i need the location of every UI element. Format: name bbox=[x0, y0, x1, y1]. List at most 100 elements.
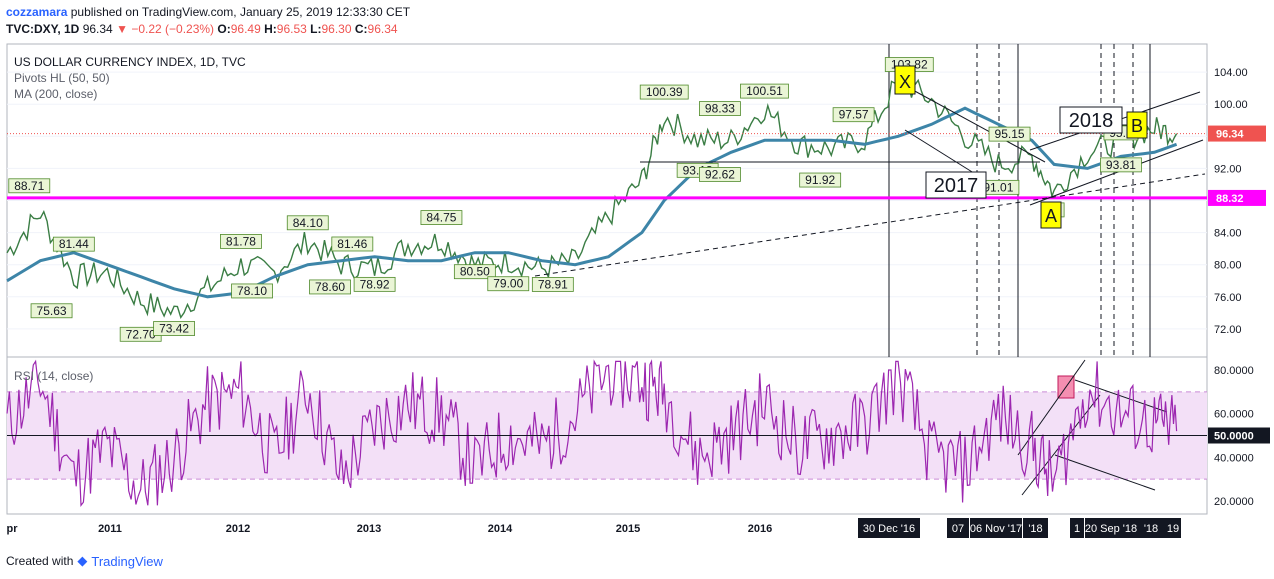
annotation-label: A bbox=[1045, 206, 1057, 226]
time-axis: pr 2011 2012 2013 2014 2015 2016 30 Dec '16 07 06… bbox=[7, 518, 1181, 538]
date-marker-badge bbox=[970, 518, 1022, 538]
last-price: 96.34 bbox=[82, 22, 113, 36]
price-grid bbox=[7, 71, 1207, 330]
price-tick-label: 104.00 bbox=[1214, 67, 1248, 79]
annotation-label: B bbox=[1131, 116, 1143, 136]
pivot-label-box bbox=[799, 172, 842, 188]
pivot-label-box bbox=[309, 279, 351, 295]
pivot-label: 78.10 bbox=[237, 284, 267, 298]
publish-line: cozzamara published on TradingView.com, … bbox=[6, 5, 410, 19]
pivot-label: 93.81 bbox=[1106, 158, 1136, 172]
pivot-label: 81.78 bbox=[226, 234, 256, 248]
pivot-label: 81.44 bbox=[59, 237, 89, 251]
pivot-label-box bbox=[420, 210, 463, 225]
rsi-trendline-down-2 bbox=[1054, 454, 1156, 491]
time-tick-label: pr bbox=[7, 523, 19, 535]
price-series-line bbox=[6, 71, 1178, 319]
date-marker-label: 30 Dec '16 bbox=[863, 523, 915, 535]
footer: Created with ◆ TradingView bbox=[6, 553, 163, 569]
pivot-label-box bbox=[153, 321, 195, 336]
date-marker-label: 1 bbox=[1074, 523, 1080, 535]
down-triangle-icon: ▼ bbox=[116, 22, 128, 36]
author-link[interactable]: cozzamara bbox=[6, 5, 68, 19]
price-tick-label: 76.00 bbox=[1214, 292, 1242, 304]
rsi-tick-label: 80.0000 bbox=[1214, 365, 1254, 377]
pivot-label-box bbox=[353, 276, 396, 292]
pivot-label: 75.63 bbox=[37, 304, 67, 318]
rsi-tick-label: 40.0000 bbox=[1214, 452, 1254, 464]
price-tick-label: 80.00 bbox=[1214, 260, 1242, 272]
drawing-trendlines bbox=[534, 82, 1206, 496]
pivot-label: 78.92 bbox=[360, 277, 390, 291]
pivot-label: 100.51 bbox=[746, 84, 783, 98]
date-marker-label: 20 Sep '18 bbox=[1085, 523, 1137, 535]
rsi-trendline-up-2 bbox=[1021, 394, 1101, 496]
rsi-line bbox=[6, 359, 1178, 507]
date-marker-badge bbox=[1137, 518, 1165, 538]
pivot-label: 72.70 bbox=[126, 327, 156, 341]
date-marker-label: 06 Nov '17 bbox=[970, 523, 1022, 535]
high-value: 96.53 bbox=[276, 22, 307, 36]
date-marker-badge bbox=[947, 518, 969, 538]
pivot-label: 100.39 bbox=[646, 85, 683, 99]
long-dashed-trendline bbox=[534, 173, 1206, 277]
time-tick-label: 2011 bbox=[98, 523, 122, 535]
wave-annotations: X B A 2017 2018 bbox=[894, 65, 1148, 229]
pivot-label: 73.42 bbox=[159, 322, 189, 336]
pivot-label: 88.71 bbox=[14, 179, 44, 193]
pivot-label-box bbox=[639, 84, 689, 100]
price-change: −0.22 (−0.23%) bbox=[131, 22, 215, 36]
pivot-label-box bbox=[699, 167, 741, 182]
date-marker-badge bbox=[1085, 518, 1137, 538]
pivot-label-box bbox=[988, 126, 1031, 142]
high-label: H: bbox=[264, 22, 277, 36]
pivot-label: 84.75 bbox=[426, 211, 456, 225]
last-price-badge bbox=[1208, 125, 1266, 142]
level-badge-text: 88.32 bbox=[1216, 193, 1244, 205]
pivot-label-box bbox=[453, 264, 496, 280]
annotation-label: 2017 bbox=[934, 175, 979, 197]
pivot-label-box bbox=[30, 303, 73, 319]
pivot-label: 84.10 bbox=[293, 216, 323, 230]
price-tick-label: 84.00 bbox=[1214, 228, 1242, 240]
pivot-label: 78.60 bbox=[315, 280, 345, 294]
price-tick-label: 92.00 bbox=[1214, 163, 1242, 175]
pivot-label-box bbox=[699, 101, 741, 116]
tradingview-brand[interactable]: TradingView bbox=[91, 553, 163, 569]
level-badge bbox=[1208, 189, 1266, 206]
pivot-label-box bbox=[220, 234, 262, 249]
pivot-label-box bbox=[531, 277, 574, 292]
published-text: published on TradingView.com, January 25… bbox=[70, 5, 411, 19]
pivot-label: 95.15 bbox=[995, 127, 1025, 141]
annotation-box bbox=[894, 65, 916, 95]
time-tick-label: 2016 bbox=[748, 523, 772, 535]
pivot-label-box bbox=[286, 215, 329, 231]
rsi-tick-label: 60.0000 bbox=[1214, 409, 1254, 421]
date-marker-badge bbox=[1070, 518, 1084, 538]
chart-title: US DOLLAR CURRENCY INDEX, 1D, TVC bbox=[14, 55, 246, 69]
rsi-axis: 80.0000 60.0000 50.0000 40.0000 20.0000 bbox=[1208, 365, 1270, 508]
ma-legend: MA (200, close) bbox=[14, 87, 97, 101]
rsi-legend: RSI (14, close) bbox=[14, 369, 93, 383]
low-value: 96.30 bbox=[321, 22, 352, 36]
date-marker-label: 07 bbox=[952, 523, 964, 535]
time-tick-label: 2014 bbox=[488, 523, 513, 535]
pivot-label: 91.92 bbox=[805, 173, 835, 187]
pivots-legend: Pivots HL (50, 50) bbox=[14, 71, 110, 85]
open-label: O: bbox=[217, 22, 231, 36]
pivot-label-box bbox=[52, 236, 95, 252]
time-tick-label: 2013 bbox=[357, 523, 381, 535]
pivot-label-box bbox=[832, 107, 875, 123]
time-tick-label: 2012 bbox=[226, 523, 250, 535]
date-marker-label: '18 bbox=[1028, 523, 1042, 535]
low-label: L: bbox=[310, 22, 322, 36]
symbol-line: TVC:DXY, 1D 96.34 ▼ −0.22 (−0.23%) O:96.… bbox=[6, 22, 398, 36]
open-value: 96.49 bbox=[230, 22, 261, 36]
pivot-label-box bbox=[231, 283, 273, 299]
pivot-label-box bbox=[331, 236, 374, 252]
rsi-tick-label: 20.0000 bbox=[1214, 496, 1254, 508]
pivot-label: 78.91 bbox=[538, 277, 568, 291]
pivot-label-box bbox=[1100, 157, 1142, 173]
symbol-label: TVC:DXY, 1D bbox=[6, 22, 80, 36]
